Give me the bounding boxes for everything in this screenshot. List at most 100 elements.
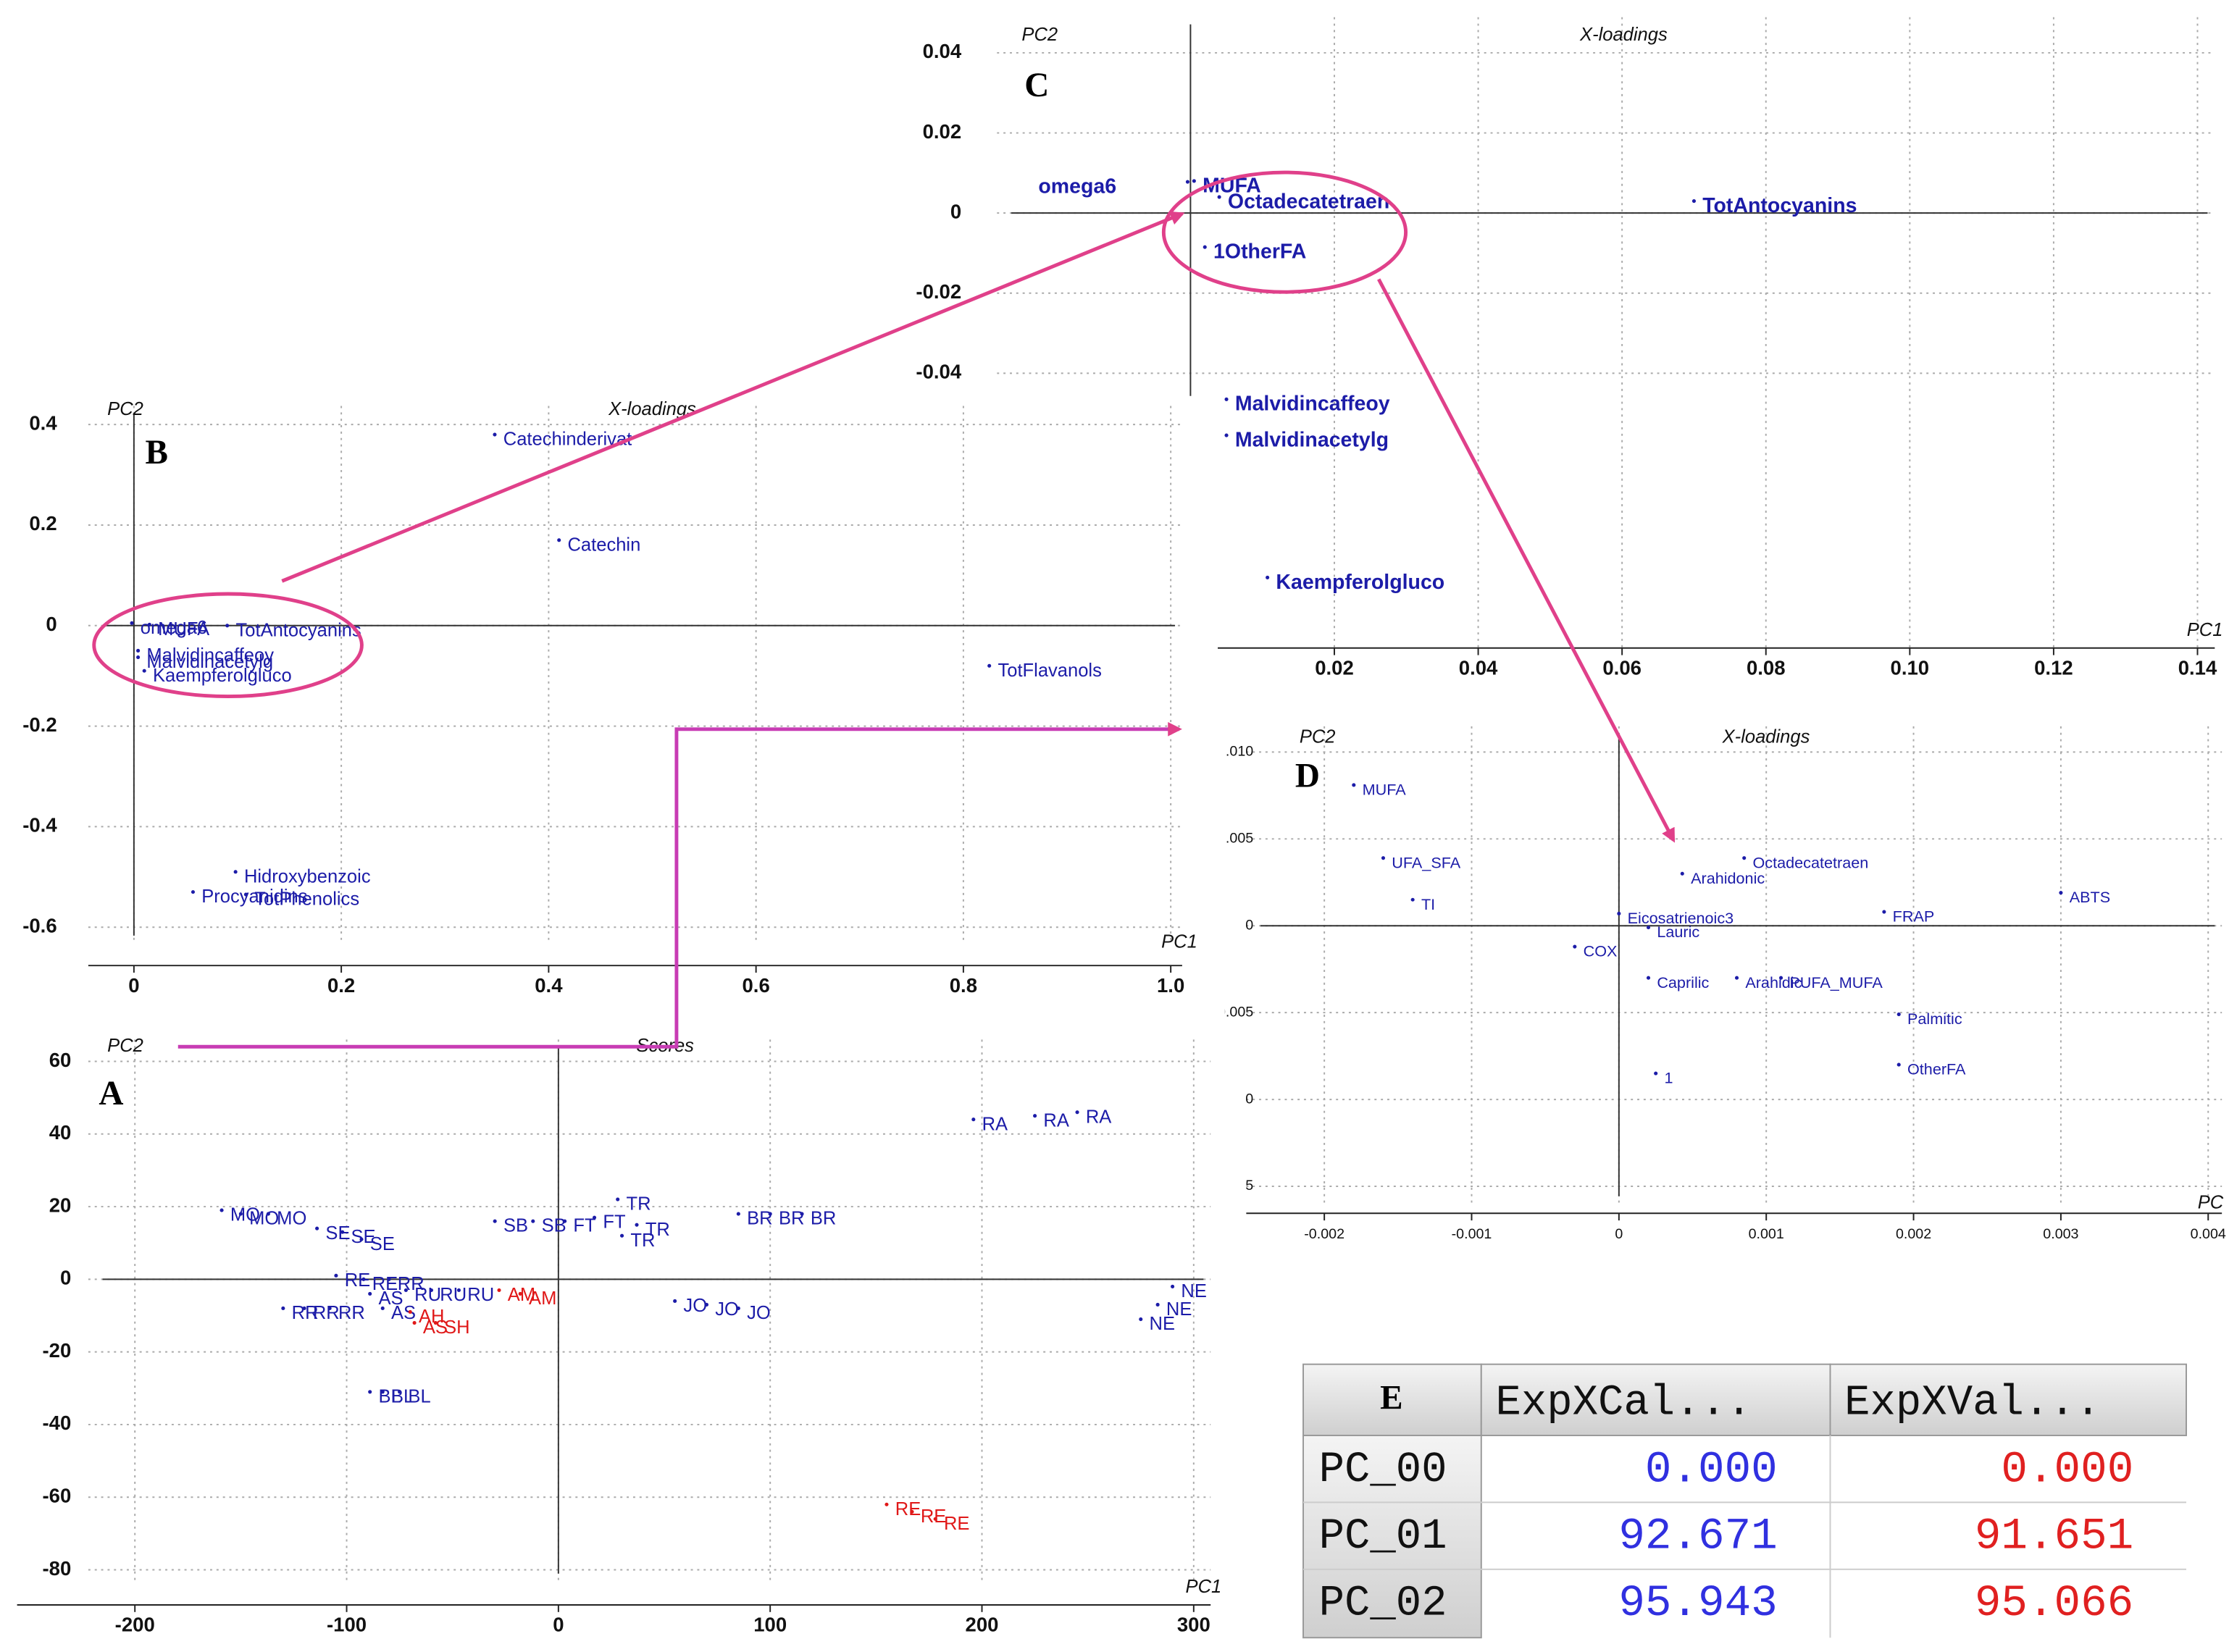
panel-label: B <box>146 434 168 471</box>
point-label: RR <box>292 1303 319 1323</box>
point-label: Eicosatrienoic3 <box>1628 909 1734 927</box>
x-tick-label: -0.002 <box>1304 1226 1344 1242</box>
point <box>1882 910 1886 914</box>
panel-background <box>0 395 1218 997</box>
point-label: RR <box>338 1303 365 1323</box>
x-tick-label: 300 <box>1177 1614 1210 1636</box>
cell: 0.000 <box>2001 1445 2133 1495</box>
point-label: RR <box>398 1274 425 1294</box>
header-cell <box>1829 1363 2187 1436</box>
point <box>266 1212 270 1216</box>
x-tick-label: 0 <box>553 1614 564 1636</box>
point-label: SE <box>370 1234 395 1254</box>
point <box>334 1273 338 1278</box>
column-header: ExpXVal... <box>1844 1378 2101 1427</box>
y-tick-label: .005 <box>1226 830 1253 846</box>
y-tick-label: 5 <box>1245 1178 1253 1194</box>
row-header: PC_02 <box>1319 1580 1447 1628</box>
point <box>429 1288 434 1292</box>
y-tick-label: -0.2 <box>22 713 57 736</box>
point <box>281 1306 285 1311</box>
point <box>1266 575 1270 579</box>
point <box>340 1230 345 1234</box>
point-label: RA <box>1086 1107 1112 1127</box>
point <box>531 1219 535 1223</box>
y-axis-label: PC2 <box>1021 25 1058 45</box>
point <box>456 1288 461 1292</box>
point-label: RE <box>921 1506 946 1527</box>
point <box>412 1320 417 1325</box>
point-label: Hidroxybenzoic <box>244 866 371 886</box>
point-label: Procyanidins <box>201 886 307 907</box>
x-tick-label: 0 <box>128 974 139 997</box>
point-label: FT <box>573 1216 596 1236</box>
point-label: BR <box>747 1209 773 1229</box>
x-tick-label: 0.14 <box>2178 656 2217 679</box>
y-tick-label: 0.2 <box>29 512 57 534</box>
point <box>1742 856 1747 860</box>
cell: 95.066 <box>1975 1579 2133 1629</box>
point-label: MUFA <box>1363 781 1407 799</box>
point-label: TR <box>627 1194 651 1215</box>
x-tick-label: 0.06 <box>1602 656 1642 679</box>
table: E ExpXCal... ExpXVal... PC_00 0.000 0.00… <box>1302 1363 2187 1639</box>
point-label: SE <box>351 1227 375 1247</box>
y-tick-label: -0.6 <box>22 914 57 936</box>
point-label: SH <box>444 1317 469 1338</box>
point-label: RU <box>467 1285 494 1305</box>
point <box>563 1219 567 1223</box>
point-label: Malvidinacetylg <box>1235 428 1389 451</box>
point <box>225 624 230 628</box>
point-label: TotAntocyanins <box>1702 194 1857 217</box>
point-label: BR <box>779 1209 804 1229</box>
point <box>1033 1114 1037 1118</box>
y-tick-label: -60 <box>43 1484 72 1506</box>
point <box>736 1212 740 1216</box>
chart-panel: -0.002 -0.001 0 0.001 0.002 0.003 0.004 .010 .00… <box>1213 719 2229 1254</box>
point-label: SB <box>503 1216 528 1236</box>
point <box>1075 1110 1079 1115</box>
cell: 95.943 <box>1618 1579 1777 1629</box>
point <box>987 663 992 668</box>
point <box>315 1226 319 1230</box>
y-tick-label: 0 <box>1245 1091 1253 1107</box>
point <box>933 1517 937 1521</box>
chart-panel: 0 0.2 0.4 0.6 0.8 1.0 0.4 0.2 0 -0.2 -0.4 -0.6 X-loa… <box>0 395 1218 997</box>
point-label: COX <box>1584 942 1618 960</box>
point <box>1778 976 1783 980</box>
point-label: Octadecatetraen <box>1228 190 1389 213</box>
x-tick-label: 0.2 <box>327 974 355 997</box>
point-label: SB <box>542 1216 566 1236</box>
point <box>1192 179 1196 183</box>
point <box>1155 1302 1160 1307</box>
panel-label: A <box>99 1075 123 1112</box>
point-label: TotPhenolics <box>254 889 359 910</box>
point <box>768 1212 772 1216</box>
point <box>368 1291 372 1296</box>
charts: 0.02 0.04 0.06 0.08 0.10 0.12 0.140.040.020-0.… <box>0 17 2229 1652</box>
y-tick-label: -20 <box>43 1339 72 1362</box>
y-tick-label: 0.4 <box>29 411 57 434</box>
point <box>800 1212 804 1216</box>
point-label: Lauric <box>1657 923 1699 941</box>
row-header: PC_00 <box>1319 1446 1447 1494</box>
cell: 92.671 <box>1618 1512 1777 1562</box>
chart-title: X-loadings <box>608 399 696 419</box>
point-label: TR <box>630 1230 655 1251</box>
point <box>635 1223 639 1227</box>
point <box>704 1302 709 1307</box>
row-header: PC_01 <box>1319 1512 1447 1561</box>
y-tick-label: .010 <box>1226 744 1253 760</box>
point-label: Kaempferolgluco <box>153 666 292 686</box>
x-tick-label: 0.08 <box>1747 656 1786 679</box>
x-axis-label: PC1 <box>1186 1577 1222 1597</box>
point-label: Octadecatetraen <box>1752 853 1868 871</box>
cell: 91.651 <box>1975 1512 2133 1562</box>
point <box>433 1320 438 1325</box>
panel-background <box>0 997 1225 1652</box>
x-tick-label: 0.4 <box>535 974 563 997</box>
y-tick-label: 0 <box>46 613 57 635</box>
x-tick-label: 0.001 <box>1749 1226 1784 1242</box>
x-tick-label: 0 <box>1615 1226 1623 1242</box>
point <box>359 1237 364 1241</box>
